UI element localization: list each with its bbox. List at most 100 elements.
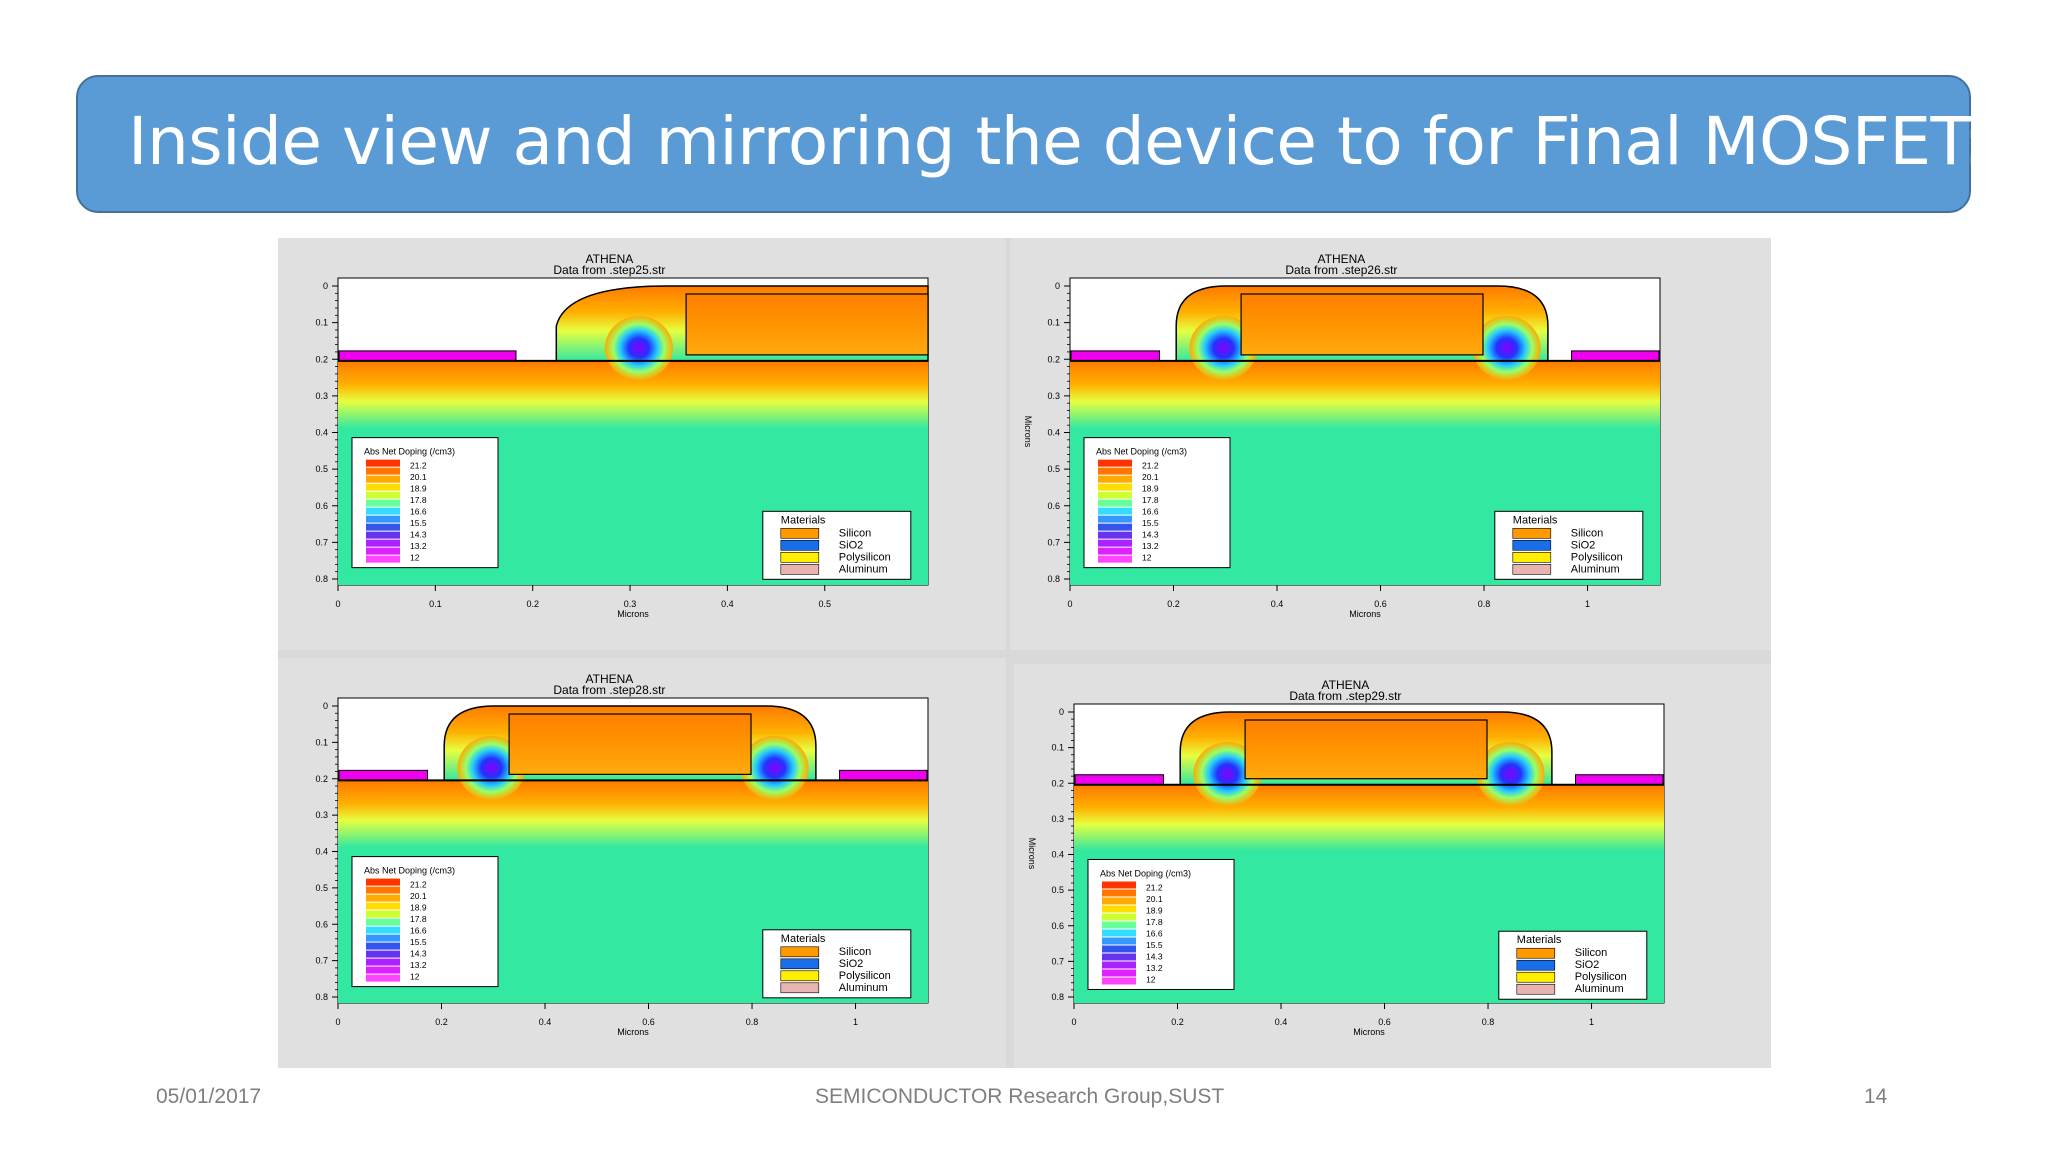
doping-legend-value: 17.8 xyxy=(1142,495,1159,505)
x-tick-label: 0.4 xyxy=(1271,599,1284,609)
slide-number: 14 xyxy=(1864,1085,1888,1108)
doping-legend-swatch xyxy=(1098,515,1132,523)
polysilicon-gate xyxy=(1244,719,1488,780)
material-label: Silicon xyxy=(1571,527,1603,539)
doping-legend-swatch xyxy=(366,958,400,966)
y-tick-label: 0 xyxy=(323,281,328,291)
doping-legend-swatch xyxy=(1098,475,1132,483)
doping-legend-swatch xyxy=(1102,897,1136,905)
material-label: Aluminum xyxy=(1571,563,1620,575)
x-tick-label: 0.2 xyxy=(1171,1017,1184,1027)
y-tick-label: 0.3 xyxy=(315,810,328,820)
doping-legend-swatch xyxy=(1098,547,1132,555)
x-tick-label: 0.2 xyxy=(435,1017,448,1027)
y-axis-label: Microns xyxy=(1027,838,1037,870)
polysilicon-gate xyxy=(508,713,752,775)
material-swatch xyxy=(780,564,820,575)
material-swatch xyxy=(780,970,820,982)
doping-legend-swatch xyxy=(1102,905,1136,913)
doping-legend-swatch xyxy=(1102,961,1136,969)
y-tick-label: 0 xyxy=(1055,281,1060,291)
x-tick-label: 0.5 xyxy=(818,599,831,609)
doping-legend-swatch xyxy=(366,475,400,483)
source-contact xyxy=(338,769,428,781)
x-tick-label: 0.4 xyxy=(1275,1017,1288,1027)
x-tick-label: 0 xyxy=(1067,599,1072,609)
panel-heading: ATHENA xyxy=(1318,252,1366,266)
material-swatch xyxy=(1512,564,1552,575)
doping-legend-swatch xyxy=(366,547,400,555)
source-contact xyxy=(1070,350,1160,362)
material-swatch xyxy=(1516,971,1556,983)
x-tick-label: 1 xyxy=(1589,1017,1594,1027)
x-tick-label: 0.4 xyxy=(721,599,734,609)
doping-legend-swatch xyxy=(1102,945,1136,953)
doping-legend-swatch xyxy=(1102,881,1136,889)
doping-legend-value: 15.5 xyxy=(1146,940,1163,950)
panel-subheading: Data from .step28.str xyxy=(553,683,665,697)
surface-doping-layer xyxy=(1074,784,1664,851)
doping-legend-swatch xyxy=(366,491,400,499)
y-axis-label: Microns xyxy=(1023,416,1033,448)
title-banner: Inside view and mirroring the device to … xyxy=(76,75,1985,213)
doping-legend-value: 18.9 xyxy=(1142,484,1159,494)
doping-legend-swatch xyxy=(1098,459,1132,467)
doping-legend-swatch xyxy=(1098,467,1132,475)
doping-legend-value: 16.6 xyxy=(1142,507,1159,517)
material-swatch xyxy=(780,552,820,563)
material-label: Polysilicon xyxy=(839,551,891,563)
x-tick-label: 0 xyxy=(335,599,340,609)
x-tick-label: 1 xyxy=(853,1017,858,1027)
doping-legend-value: 17.8 xyxy=(410,495,427,505)
doping-legend-value: 20.1 xyxy=(410,891,427,901)
y-tick-label: 0.2 xyxy=(1051,778,1064,788)
doping-legend-swatch xyxy=(366,942,400,950)
doping-legend-swatch xyxy=(1098,539,1132,547)
x-tick-label: 0 xyxy=(1071,1017,1076,1027)
doping-legend-swatch xyxy=(366,483,400,491)
doping-legend-swatch xyxy=(1098,555,1132,563)
material-swatch xyxy=(780,528,820,539)
doping-legend-swatch xyxy=(366,459,400,467)
doping-legend-swatch xyxy=(366,894,400,902)
material-label: Polysilicon xyxy=(1575,971,1627,983)
footer-date: 05/01/2017 xyxy=(156,1085,262,1108)
x-tick-label: 0.3 xyxy=(624,599,637,609)
material-swatch xyxy=(780,540,820,551)
y-tick-label: 0.4 xyxy=(1051,850,1064,860)
material-swatch xyxy=(1516,947,1556,959)
doping-legend-value: 21.2 xyxy=(410,461,427,471)
doping-legend-value: 14.3 xyxy=(1142,530,1159,540)
doping-legend-title: Abs Net Doping (/cm3) xyxy=(364,866,455,876)
athena-panel-4: ATHENA Data from .step29.str 0 0.1 0.2 0.3 0.4… xyxy=(1014,664,1771,1068)
athena-panel-2: ATHENA Data from .step26.str 0 0.1 0.2 0.3 0.4… xyxy=(1010,238,1771,650)
doping-legend-swatch xyxy=(366,910,400,918)
x-tick-label: 1 xyxy=(1585,599,1590,609)
x-tick-label: 0.8 xyxy=(1482,1017,1495,1027)
doping-legend-swatch xyxy=(366,531,400,539)
y-tick-label: 0.4 xyxy=(1047,428,1060,438)
doping-legend-title: Abs Net Doping (/cm3) xyxy=(1100,868,1191,878)
y-tick-label: 0.1 xyxy=(1047,318,1060,328)
doping-legend-value: 15.5 xyxy=(410,518,427,528)
doping-hotspot xyxy=(1189,316,1258,380)
doping-legend-swatch xyxy=(1098,523,1132,531)
panel-heading: ATHENA xyxy=(586,672,634,686)
y-tick-label: 0.1 xyxy=(1051,743,1064,753)
doping-hotspot xyxy=(1193,742,1262,806)
doping-hotspot xyxy=(604,316,673,380)
x-axis-label: Microns xyxy=(617,1027,649,1037)
doping-legend-value: 20.1 xyxy=(1146,894,1163,904)
y-tick-label: 0.2 xyxy=(1047,354,1060,364)
y-tick-label: 0.5 xyxy=(1047,464,1060,474)
material-label: SiO2 xyxy=(839,958,863,970)
doping-legend-title: Abs Net Doping (/cm3) xyxy=(1096,447,1187,457)
doping-legend-swatch xyxy=(366,499,400,507)
x-tick-label: 0.6 xyxy=(1374,599,1387,609)
y-tick-label: 0.5 xyxy=(315,464,328,474)
drain-contact xyxy=(839,769,928,781)
panel-heading: ATHENA xyxy=(1322,678,1370,692)
y-tick-label: 0.5 xyxy=(315,883,328,893)
